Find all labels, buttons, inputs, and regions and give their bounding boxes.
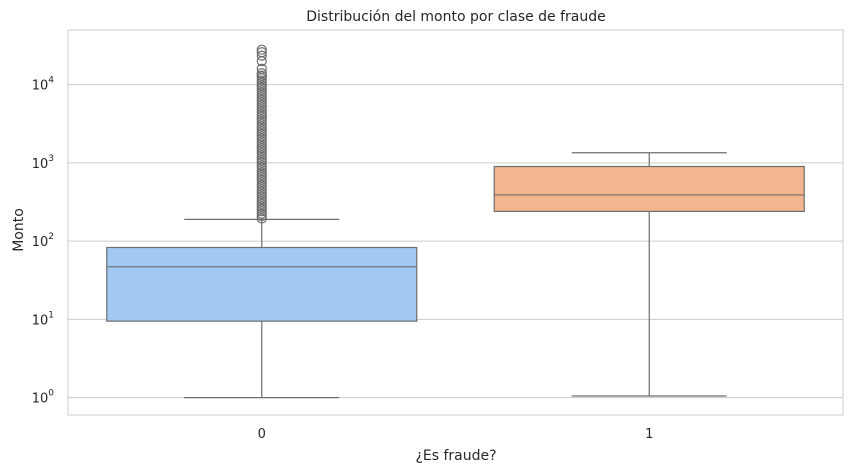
grid-lines	[68, 84, 843, 399]
y-tick-base: 10	[32, 392, 49, 407]
outlier-point	[256, 85, 267, 96]
outlier-point	[256, 47, 267, 58]
outlier-point	[256, 118, 267, 130]
outlier-point	[256, 172, 267, 183]
outlier-point	[256, 186, 267, 197]
outlier-point	[256, 121, 267, 132]
outlier-point	[256, 68, 267, 79]
y-tick-exponent: 4	[48, 76, 54, 86]
y-tick-base: 10	[32, 157, 49, 172]
y-tick-label: 103	[32, 154, 54, 172]
y-tick-exponent: 0	[48, 389, 54, 399]
boxes	[106, 44, 805, 399]
outlier-point	[256, 201, 267, 212]
outlier-point	[256, 198, 267, 210]
outlier-point	[256, 140, 267, 151]
outlier-point	[256, 191, 267, 202]
outlier-point	[256, 70, 267, 81]
box-group-0	[106, 44, 418, 399]
outlier-point	[256, 106, 267, 118]
y-tick-base: 10	[32, 79, 49, 94]
y-axis-label: Monto	[11, 208, 27, 252]
outlier-point	[256, 162, 267, 173]
outliers	[256, 44, 267, 224]
outlier-point	[256, 143, 267, 154]
outlier-point	[256, 63, 267, 74]
outlier-point	[256, 160, 267, 171]
outlier-point	[256, 196, 267, 207]
x-axis-label: ¿Es fraude?	[415, 448, 496, 464]
outlier-point	[256, 104, 267, 115]
plot-frame	[67, 29, 844, 416]
outlier-point	[256, 138, 267, 149]
outlier-point	[256, 145, 267, 156]
outlier-point	[256, 135, 267, 147]
y-tick-label: 101	[32, 310, 54, 328]
outlier-point	[256, 152, 267, 164]
y-tick-base: 10	[32, 235, 49, 250]
outlier-point	[256, 109, 267, 120]
y-tick-base: 10	[32, 313, 49, 328]
y-tick-exponent: 1	[48, 310, 54, 320]
outlier-point	[256, 169, 267, 181]
y-tick-exponent: 3	[48, 154, 54, 164]
outlier-point	[256, 114, 267, 125]
outlier-point	[256, 128, 267, 139]
outlier-point	[256, 208, 267, 219]
outlier-point	[256, 177, 267, 188]
outlier-point	[256, 206, 267, 217]
outlier-point	[256, 75, 267, 86]
outlier-point	[256, 44, 267, 55]
chart-title: Distribución del monto por clase de frau…	[306, 9, 606, 25]
outlier-point	[256, 77, 267, 89]
box-group-1	[493, 152, 805, 397]
box-iqr	[106, 246, 418, 322]
x-tick-label: 1	[645, 427, 653, 442]
x-tick-label: 0	[258, 427, 266, 442]
outlier-point	[256, 150, 267, 161]
box-iqr	[493, 165, 805, 213]
outlier-point	[256, 131, 267, 142]
outlier-point	[256, 133, 267, 144]
outlier-point	[256, 213, 267, 224]
y-tick-label: 104	[32, 76, 55, 94]
outlier-point	[256, 82, 267, 93]
outlier-point	[256, 210, 267, 222]
outlier-point	[256, 116, 267, 127]
outlier-point	[256, 102, 267, 113]
outlier-point	[256, 126, 267, 137]
outlier-point	[256, 111, 267, 122]
y-tick-exponent: 2	[48, 232, 54, 242]
outlier-point	[256, 184, 267, 195]
outlier-point	[256, 94, 267, 105]
outlier-point	[256, 155, 267, 166]
outlier-point	[256, 97, 267, 108]
outlier-point	[256, 167, 267, 178]
y-tick-label: 100	[32, 389, 55, 407]
outlier-point	[256, 99, 267, 110]
outlier-point	[256, 89, 267, 101]
outlier-point	[256, 179, 267, 190]
outlier-point	[256, 174, 267, 185]
outlier-point	[256, 181, 267, 193]
outlier-point	[256, 87, 267, 98]
outlier-point	[256, 203, 267, 214]
y-tick-label: 102	[32, 232, 54, 250]
outlier-point	[256, 92, 267, 103]
outlier-point	[256, 50, 267, 61]
outlier-point	[256, 194, 267, 205]
outlier-point	[256, 189, 267, 200]
outlier-point	[256, 157, 267, 168]
outlier-point	[256, 164, 267, 176]
outlier-point	[256, 123, 267, 135]
outlier-point	[256, 148, 267, 159]
